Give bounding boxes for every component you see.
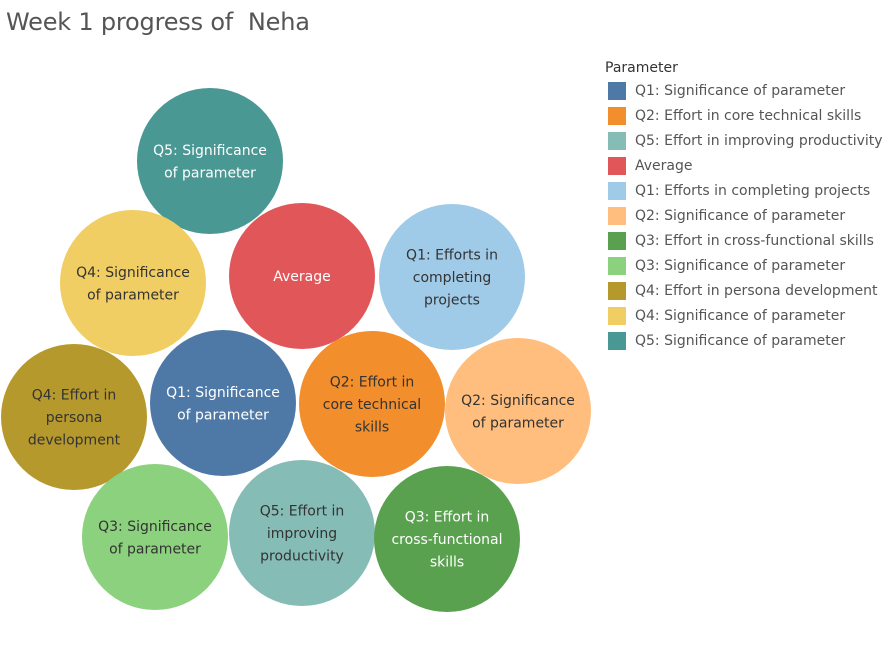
bubble[interactable]: Q5: Significance of parameter: [137, 88, 283, 234]
bubble-circle: [445, 338, 591, 484]
bubble-circle: [150, 330, 296, 476]
legend-item[interactable]: Q1: Efforts in completing projects: [605, 178, 883, 203]
bubble-label: completing: [413, 270, 491, 286]
legend-swatch: [608, 131, 626, 150]
legend-label: Q2: Effort in core technical skills: [635, 107, 862, 124]
legend-item[interactable]: Q3: Effort in cross-functional skills: [605, 228, 883, 253]
bubble-label: Q2: Significance: [461, 393, 575, 409]
legend-title: Parameter: [605, 60, 678, 76]
legend-swatch: [608, 81, 626, 100]
legend-item[interactable]: Q5: Significance of parameter: [605, 328, 883, 353]
bubble-label: of parameter: [472, 415, 564, 431]
bubble-label: cross-functional: [391, 532, 502, 548]
bubble[interactable]: Q2: Significance of parameter: [445, 338, 591, 484]
legend-label: Q1: Efforts in completing projects: [635, 182, 871, 199]
bubble-label: Q3: Significance: [98, 519, 212, 535]
bubble-circle: [137, 88, 283, 234]
legend-label: Q1: Significance of parameter: [635, 82, 846, 99]
bubble[interactable]: Q1: Efforts in completing projects: [379, 204, 525, 350]
bubble[interactable]: Q3: Effort in cross-functional skills: [374, 466, 520, 612]
legend-swatch: [608, 206, 626, 225]
legend-label: Average: [635, 157, 693, 174]
legend-item[interactable]: Q4: Significance of parameter: [605, 303, 883, 328]
legend-item[interactable]: Q5: Effort in improving productivity: [605, 128, 883, 153]
bubble-label: Q1: Significance: [166, 385, 280, 401]
bubble[interactable]: Q2: Effort in core technical skills: [299, 331, 445, 477]
legend-swatch: [608, 281, 626, 300]
bubble-label: improving: [267, 526, 337, 542]
legend: Parameter Q1: Significance of parameter Q…: [605, 60, 883, 353]
bubble-label: projects: [424, 293, 480, 309]
bubble-label: Q4: Significance: [76, 265, 190, 281]
bubble-circle: [82, 464, 228, 610]
legend-item[interactable]: Q3: Significance of parameter: [605, 253, 883, 278]
legend-item[interactable]: Average: [605, 153, 883, 178]
bubble-label: Q1: Efforts in: [406, 248, 498, 264]
bubble-circle: [379, 204, 525, 350]
legend-label: Q2: Significance of parameter: [635, 207, 846, 224]
bubble-label: development: [28, 433, 121, 449]
bubble-label: of parameter: [177, 407, 269, 423]
bubble-label: skills: [355, 420, 389, 436]
bubble[interactable]: Average: [229, 203, 375, 349]
bubble-label: Q4: Effort in: [32, 388, 117, 404]
bubble-label: of parameter: [109, 541, 201, 557]
bubble[interactable]: Q5: Effort in improving productivity: [229, 460, 375, 606]
bubble[interactable]: Q4: Effort in persona development: [1, 344, 147, 490]
legend-label: Q3: Effort in cross-functional skills: [635, 232, 874, 249]
bubble-circle: [229, 460, 375, 606]
legend-items: Q1: Significance of parameter Q2: Effort …: [605, 78, 883, 353]
legend-swatch: [608, 106, 626, 125]
bubble-label: productivity: [260, 549, 344, 565]
bubble-circle: [299, 331, 445, 477]
legend-swatch: [608, 256, 626, 275]
bubble-label: Q5: Significance: [153, 143, 267, 159]
bubble[interactable]: Q4: Significance of parameter: [60, 210, 206, 356]
bubble-label: core technical: [323, 397, 421, 413]
bubble-circle: [374, 466, 520, 612]
bubble-circle: [1, 344, 147, 490]
bubble-label: persona: [46, 410, 103, 426]
bubble-label: Q5: Effort in: [260, 504, 345, 520]
bubble[interactable]: Q1: Significance of parameter: [150, 330, 296, 476]
legend-label: Q4: Significance of parameter: [635, 307, 846, 324]
legend-item[interactable]: Q2: Significance of parameter: [605, 203, 883, 228]
bubble-label: of parameter: [87, 287, 179, 303]
legend-label: Q4: Effort in persona development: [635, 282, 878, 299]
legend-label: Q5: Effort in improving productivity: [635, 132, 883, 149]
legend-swatch: [608, 181, 626, 200]
bubble-label: Q3: Effort in: [405, 510, 490, 526]
legend-label: Q3: Significance of parameter: [635, 257, 846, 274]
legend-item[interactable]: Q2: Effort in core technical skills: [605, 103, 883, 128]
chart-title: Week 1 progress of Neha: [6, 8, 310, 36]
legend-swatch: [608, 331, 626, 350]
bubble-label: Average: [273, 269, 331, 285]
bubble-label: Q2: Effort in: [330, 375, 415, 391]
legend-item[interactable]: Q4: Effort in persona development: [605, 278, 883, 303]
bubble[interactable]: Q3: Significance of parameter: [82, 464, 228, 610]
bubble-label: of parameter: [164, 165, 256, 181]
legend-swatch: [608, 231, 626, 250]
bubble-circle: [60, 210, 206, 356]
legend-swatch: [608, 156, 626, 175]
legend-swatch: [608, 306, 626, 325]
legend-item[interactable]: Q1: Significance of parameter: [605, 78, 883, 103]
legend-label: Q5: Significance of parameter: [635, 332, 846, 349]
bubble-label: skills: [430, 555, 464, 571]
bubble-circle: [229, 203, 375, 349]
